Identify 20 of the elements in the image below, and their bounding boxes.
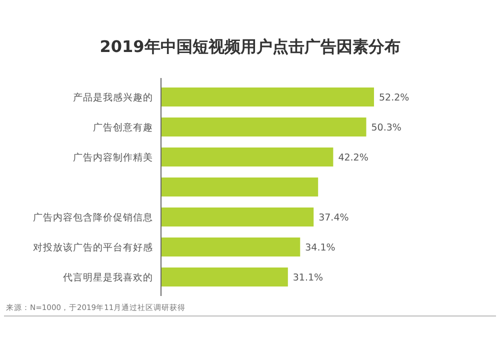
y-tick-label: 对投放该广告的平台有好感 [33,242,153,254]
y-tick-label: 代言明星是我喜欢的 [62,272,153,284]
bar [161,238,300,256]
data-label: 52.2% [379,92,410,104]
bar [161,208,314,226]
y-tick-label: 产品是我感兴趣的 [73,92,153,104]
bar [161,88,374,106]
y-tick-label: 广告内容制作精美 [73,152,153,164]
data-label: 50.3% [371,122,402,134]
bar [161,178,318,196]
data-label: 42.2% [338,152,368,164]
data-label: 37.4% [318,212,349,224]
bar [161,148,334,166]
y-tick-label: 广告创意有趣 [93,122,153,134]
bar [161,268,288,286]
data-label: 34.1% [305,242,336,254]
y-tick-label: 广告内容包含降价促销信息 [33,212,153,224]
bar [161,118,366,136]
data-label: 31.1% [292,272,324,284]
chart-title: 2019年中国短视频用户点击广告因素分布 [100,37,400,56]
